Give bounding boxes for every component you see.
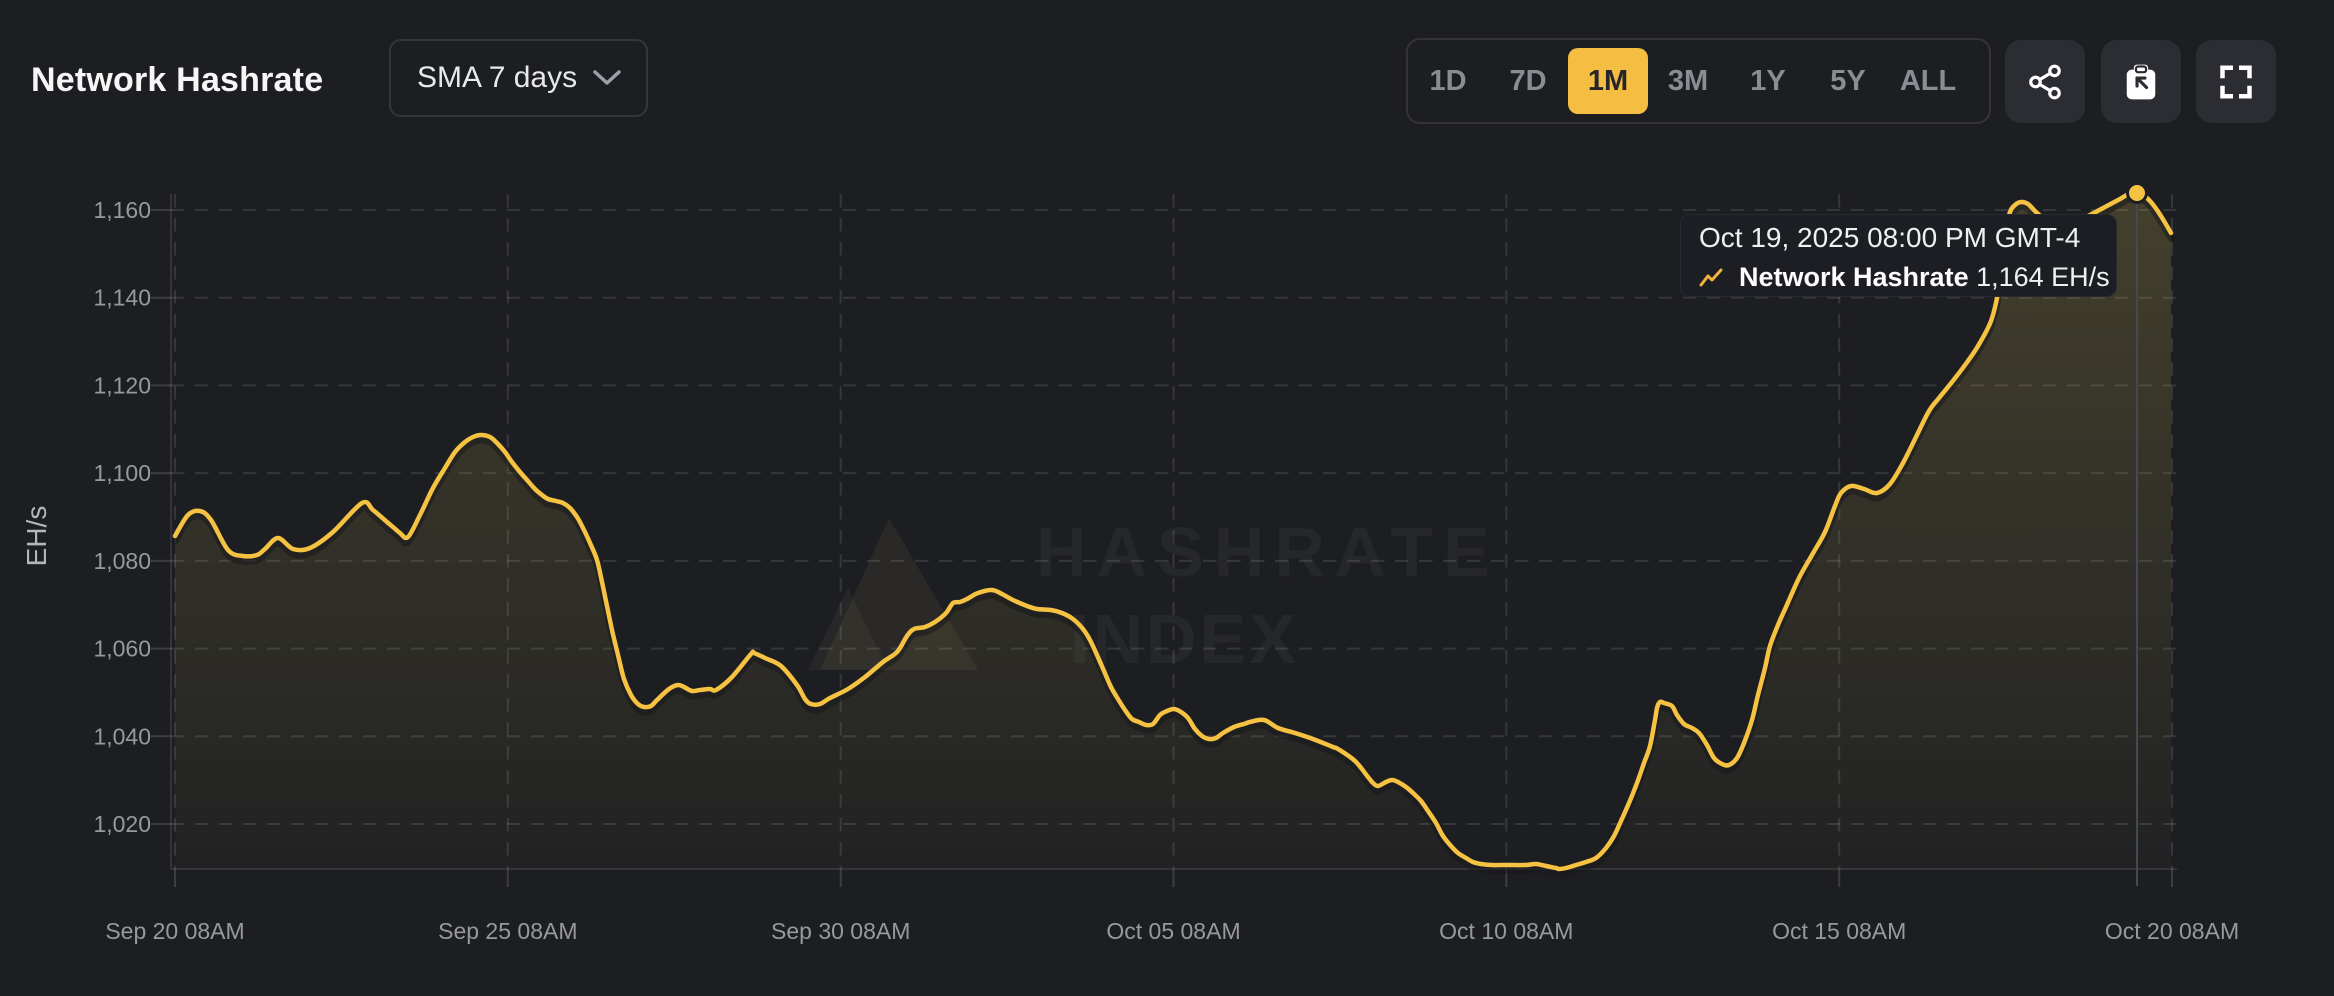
svg-text:Oct 05 08AM: Oct 05 08AM bbox=[1106, 918, 1240, 944]
svg-text:Oct 10 08AM: Oct 10 08AM bbox=[1439, 918, 1573, 944]
svg-text:HASHRATE: HASHRATE bbox=[1036, 513, 1500, 591]
svg-text:EH/s: EH/s bbox=[21, 506, 52, 567]
svg-text:1,040: 1,040 bbox=[93, 723, 151, 749]
svg-text:1,100: 1,100 bbox=[93, 460, 151, 486]
svg-text:1,140: 1,140 bbox=[93, 285, 151, 311]
svg-text:1,080: 1,080 bbox=[93, 548, 151, 574]
svg-text:INDEX: INDEX bbox=[1070, 600, 1299, 678]
svg-text:1,120: 1,120 bbox=[93, 372, 151, 398]
svg-text:Sep 25 08AM: Sep 25 08AM bbox=[438, 918, 577, 944]
svg-text:Sep 30 08AM: Sep 30 08AM bbox=[771, 918, 910, 944]
svg-text:Oct 20 08AM: Oct 20 08AM bbox=[2105, 918, 2239, 944]
svg-text:Oct 15 08AM: Oct 15 08AM bbox=[1772, 918, 1906, 944]
svg-text:1,160: 1,160 bbox=[93, 197, 151, 223]
svg-text:1,060: 1,060 bbox=[93, 636, 151, 662]
svg-text:1,020: 1,020 bbox=[93, 811, 151, 837]
svg-text:Sep 20 08AM: Sep 20 08AM bbox=[105, 918, 244, 944]
